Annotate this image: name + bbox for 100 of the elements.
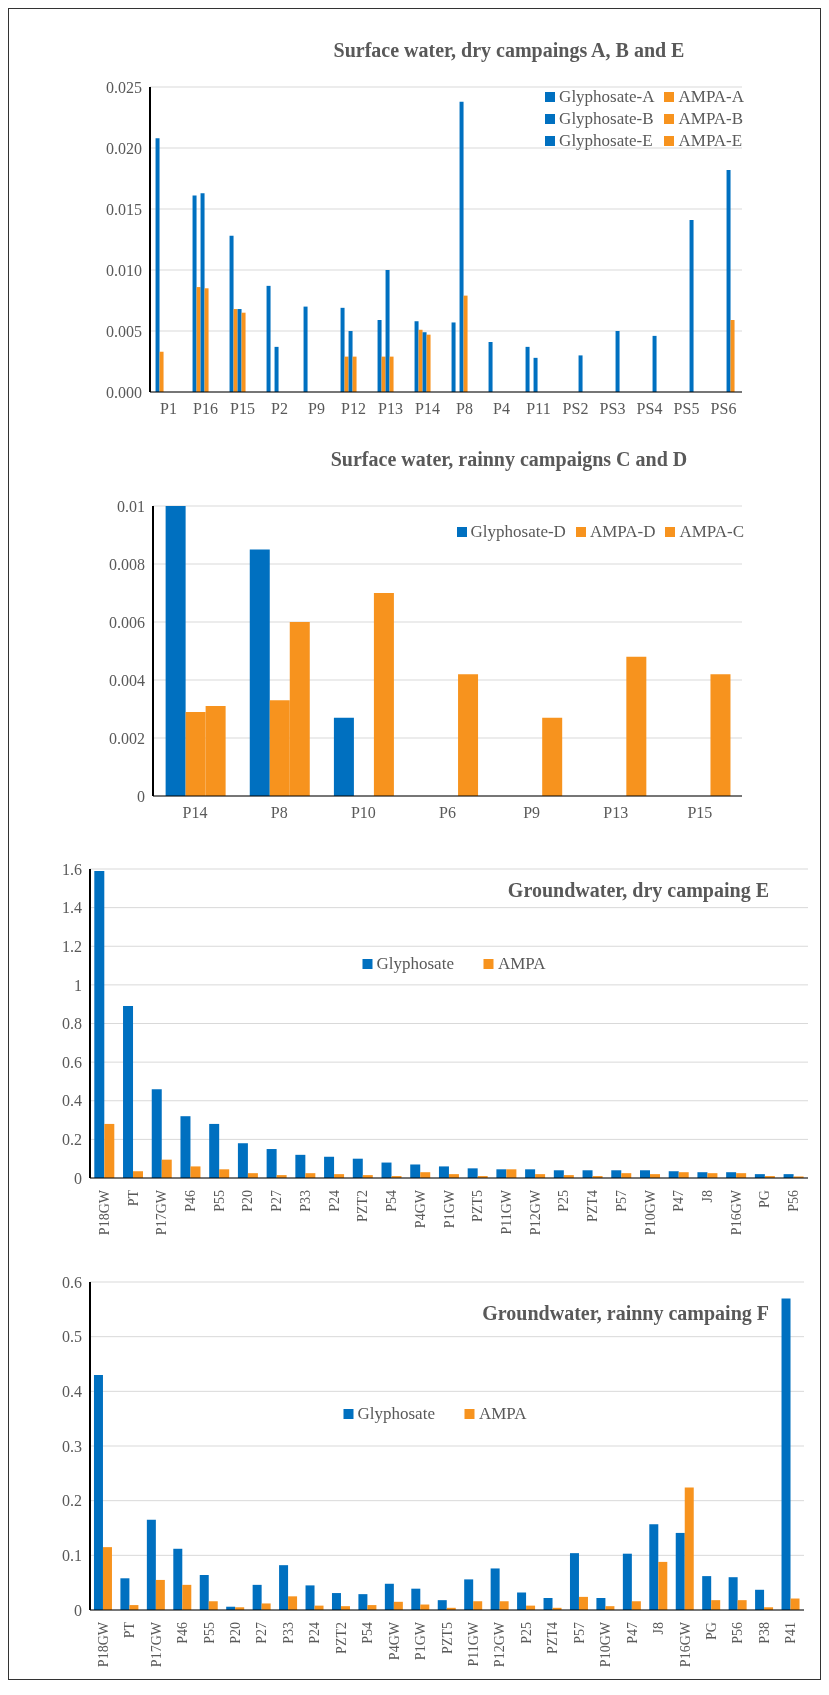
y-tick-label: 0.8	[62, 1015, 82, 1033]
x-tick-label: P18GW	[96, 1189, 112, 1236]
y-tick-label: 0.025	[106, 78, 142, 96]
x-tick-label: P13	[603, 804, 629, 821]
x-tick-label: PZT5	[439, 1622, 455, 1654]
x-tick-label: P20	[227, 1622, 243, 1644]
x-tick-label: P27	[269, 1190, 285, 1212]
x-tick-label: P18GW	[95, 1621, 111, 1668]
x-tick-label: P9	[523, 804, 541, 821]
legend-label: AMPA-A	[678, 87, 744, 107]
x-tick-label: P13	[378, 400, 403, 417]
y-tick-label: 0.008	[109, 555, 145, 573]
x-tick-label: P47	[624, 1622, 640, 1644]
x-tick-label: P17GW	[148, 1621, 164, 1668]
x-tick-label: P6	[439, 804, 456, 821]
x-tick-label: P55	[201, 1622, 217, 1644]
x-tick-label: P12	[341, 400, 366, 417]
x-tick-label: P10	[350, 804, 376, 821]
x-tick-label: P54	[384, 1190, 400, 1212]
x-tick-label: P1	[160, 400, 177, 417]
y-tick-label: 0.004	[109, 671, 145, 689]
y-tick-label: 0.6	[62, 1273, 82, 1291]
x-tick-label: P38	[756, 1622, 772, 1644]
legend-label: Glyphosate-E	[559, 131, 653, 151]
x-tick-label: P16GW	[728, 1189, 744, 1236]
x-tick-label: P12GW	[492, 1621, 508, 1668]
legend-label: Glyphosate	[376, 954, 454, 974]
x-tick-label: PS5	[673, 400, 700, 417]
x-tick-label: P55	[211, 1190, 227, 1212]
x-tick-label: P57	[571, 1622, 587, 1644]
x-tick-label: PS4	[636, 400, 663, 417]
x-tick-label: PS2	[562, 400, 589, 417]
x-tick-label: P12GW	[527, 1189, 543, 1236]
y-tick-label: 0.1	[62, 1547, 82, 1565]
x-tick-label: P56	[786, 1190, 802, 1212]
x-tick-label: PG	[757, 1190, 773, 1208]
y-tick-label: 0	[74, 1601, 82, 1619]
x-tick-label: P25	[518, 1622, 534, 1644]
x-tick-label: J8	[651, 1622, 667, 1635]
x-tick-label: P16GW	[677, 1621, 693, 1668]
legend-label: Glyphosate-D	[470, 522, 566, 542]
x-tick-label: PZT2	[355, 1190, 371, 1222]
text: Groundwater, dry campaing E	[506, 879, 769, 902]
legend-label: AMPA-E	[678, 131, 743, 151]
legend-label: AMPA-D	[589, 522, 656, 542]
x-tick-label: P41	[783, 1622, 799, 1644]
y-tick-label: 1.2	[62, 937, 82, 955]
y-tick-label: 1.6	[62, 860, 82, 878]
x-tick-label: PS6	[710, 400, 737, 417]
x-tick-label: P9	[308, 400, 325, 417]
x-tick-label: P2	[271, 400, 288, 417]
y-tick-label: 0.010	[106, 261, 142, 279]
x-tick-label: PS3	[599, 400, 626, 417]
x-tick-label: P24	[307, 1622, 323, 1644]
legend-label: AMPA	[497, 954, 546, 974]
x-tick-label: P54	[360, 1622, 376, 1644]
x-tick-label: P15	[687, 804, 713, 821]
x-tick-label: P4GW	[412, 1189, 428, 1229]
x-tick-label: PT	[122, 1621, 138, 1639]
x-tick-label: P25	[556, 1190, 572, 1212]
x-tick-label: P16	[193, 400, 218, 417]
x-tick-label: PZT5	[470, 1190, 486, 1222]
x-tick-label: P46	[175, 1622, 191, 1644]
x-tick-label: PT	[125, 1189, 141, 1207]
x-tick-label: PZT4	[545, 1622, 561, 1654]
y-tick-label: 0	[137, 787, 145, 805]
y-tick-label: 0.01	[117, 497, 145, 515]
legend-label: Glyphosate-B	[559, 109, 654, 129]
y-tick-label: 0.2	[62, 1492, 82, 1510]
x-tick-label: P11GW	[498, 1189, 514, 1235]
text: Groundwater, rainny campaing F	[481, 1302, 769, 1325]
legend-label: AMPA-B	[678, 109, 744, 129]
y-tick-label: 0.006	[109, 613, 145, 631]
x-tick-label: P11GW	[465, 1621, 481, 1667]
y-tick-label: 0.000	[106, 383, 142, 401]
y-tick-label: 1	[74, 976, 82, 994]
chart-title: Surface water, dry campaings A, B and E	[332, 39, 686, 62]
x-tick-label: P33	[280, 1622, 296, 1644]
y-tick-label: 0.3	[62, 1437, 82, 1455]
y-tick-label: 0.5	[62, 1328, 82, 1346]
y-tick-label: 0.020	[106, 139, 142, 157]
x-tick-label: P15	[230, 400, 255, 417]
y-tick-label: 0.4	[62, 1383, 82, 1401]
x-tick-label: PZT2	[333, 1622, 349, 1654]
x-tick-label: P47	[671, 1190, 687, 1212]
x-tick-label: P8	[456, 400, 473, 417]
x-tick-label: P33	[297, 1190, 313, 1212]
x-tick-label: J8	[699, 1190, 715, 1203]
x-tick-label: P20	[240, 1190, 256, 1212]
legend-label: Glyphosate	[357, 1404, 435, 1424]
x-tick-label: P14	[182, 804, 208, 821]
chart-title: Surface water, rainny campaigns C and D	[329, 448, 689, 471]
legend-label: Glyphosate-A	[559, 87, 655, 107]
legend-label: AMPA-C	[679, 522, 744, 542]
legend-label: AMPA	[478, 1404, 527, 1424]
y-tick-label: 1.4	[62, 899, 82, 917]
x-tick-label: PZT4	[585, 1190, 601, 1222]
y-tick-label: 0.002	[109, 729, 145, 747]
x-tick-label: P11	[526, 400, 551, 417]
x-tick-label: P4GW	[386, 1621, 402, 1661]
